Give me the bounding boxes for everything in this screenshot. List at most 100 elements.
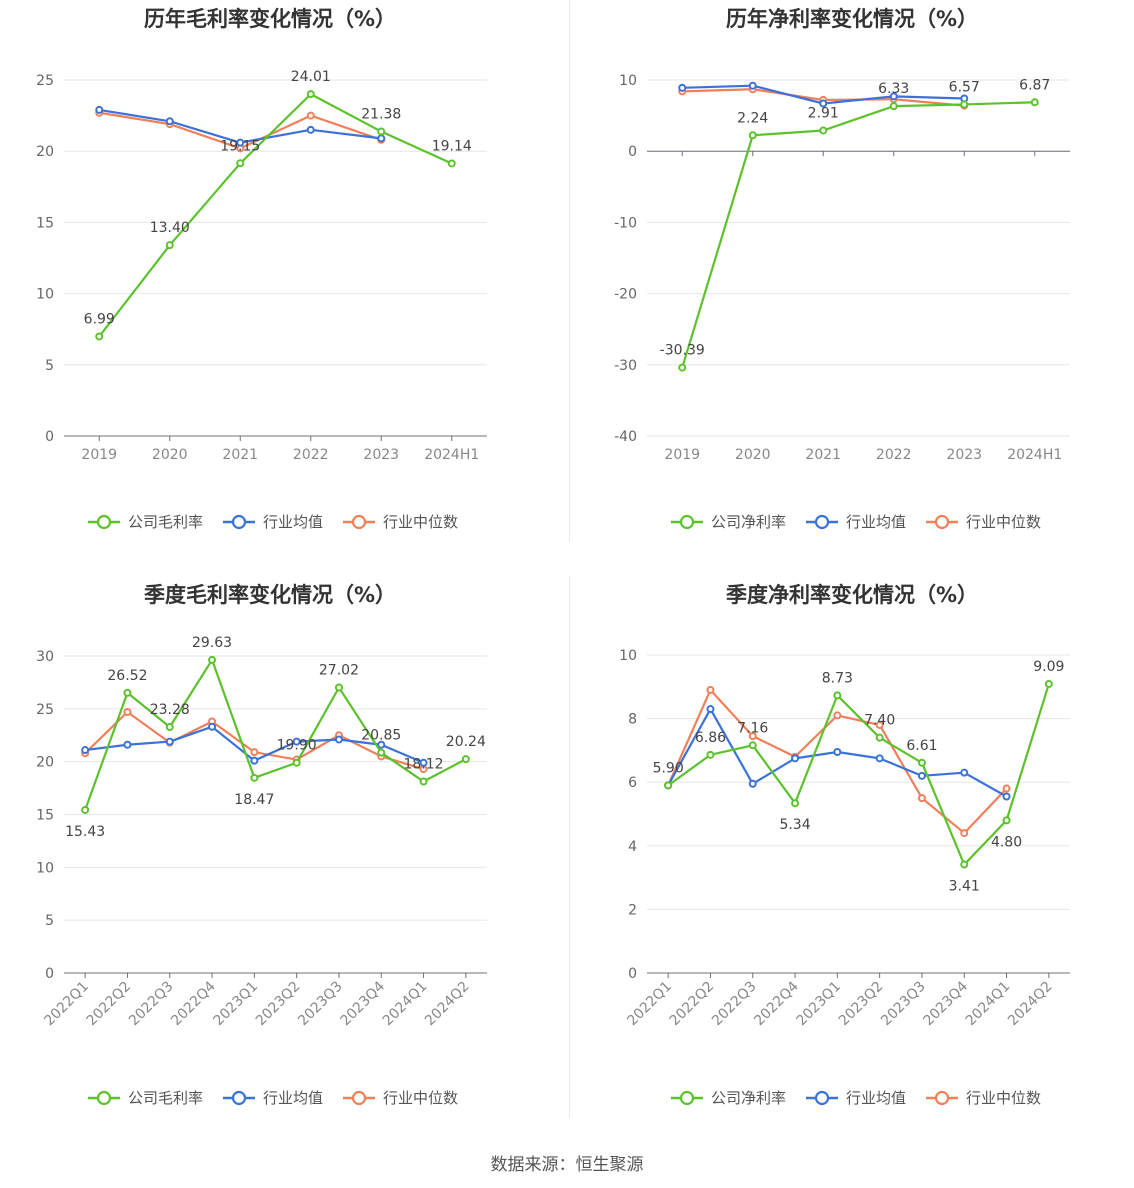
- data-point: [419, 758, 428, 767]
- data-point: [875, 733, 884, 742]
- y-tick-label: 0: [628, 144, 637, 160]
- x-tick-label: 2023: [363, 447, 399, 463]
- data-label: 4.80: [991, 834, 1022, 850]
- x-tick-label: 2023Q4: [920, 978, 971, 1029]
- y-tick-label: 8: [628, 712, 637, 728]
- data-label: 7.40: [864, 713, 895, 729]
- data-point: [833, 691, 842, 700]
- data-point: [306, 125, 315, 134]
- data-label: 2.91: [808, 105, 839, 121]
- legend-label: 公司净利率: [711, 513, 786, 531]
- data-point: [748, 741, 757, 750]
- legend-item: 公司毛利率: [88, 513, 203, 531]
- data-point: [1002, 792, 1011, 801]
- data-point: [306, 111, 315, 120]
- chart-3: 季度毛利率变化情况（%）0510152025302022Q12022Q22022…: [36, 583, 487, 1107]
- data-point: [678, 363, 687, 372]
- data-source: 数据来源：恒生聚源: [490, 1155, 644, 1175]
- data-point: [419, 777, 428, 786]
- data-point: [833, 711, 842, 720]
- data-point: [1002, 784, 1011, 793]
- data-point: [960, 829, 969, 838]
- legend-label: 公司净利率: [711, 1089, 786, 1107]
- x-tick-label: 2021: [805, 447, 841, 463]
- data-label: 3.41: [949, 879, 980, 895]
- data-point: [165, 117, 174, 126]
- legend-marker: [96, 514, 112, 530]
- data-point: [706, 705, 715, 714]
- x-tick-label: 2023Q2: [836, 979, 887, 1030]
- legend-marker: [814, 514, 830, 530]
- y-tick-label: 6: [628, 775, 637, 791]
- data-point: [306, 90, 315, 99]
- data-point: [165, 723, 174, 732]
- data-point: [123, 740, 132, 749]
- data-point: [461, 755, 470, 764]
- data-point: [250, 773, 259, 782]
- legend-marker: [96, 1090, 112, 1106]
- x-tick-label: 2023Q1: [794, 979, 845, 1030]
- data-point: [95, 332, 104, 341]
- legend-item: 行业中位数: [926, 1089, 1041, 1107]
- data-label: 20.85: [361, 728, 401, 744]
- data-label: 5.90: [653, 760, 684, 776]
- y-tick-label: 20: [36, 144, 54, 160]
- data-point: [81, 746, 90, 755]
- y-tick-label: 0: [45, 429, 54, 445]
- legend-label: 行业均值: [263, 513, 323, 531]
- y-tick-label: 30: [36, 649, 54, 665]
- data-point: [208, 722, 217, 731]
- data-label: 19.14: [432, 138, 472, 154]
- chart-1: 历年毛利率变化情况（%） 0 5 10 15 20 25 2019 2020 2021 2022 20…: [36, 7, 487, 531]
- data-point: [377, 748, 386, 757]
- y-tick-label: -30: [614, 358, 637, 374]
- data-point: [960, 768, 969, 777]
- vertical-divider-top: [569, 0, 570, 542]
- data-point: [377, 127, 386, 136]
- legend-item: 行业中位数: [343, 513, 458, 531]
- series-line-company: [681, 101, 1035, 368]
- data-point: [917, 771, 926, 780]
- y-tick-label: 0: [45, 966, 54, 982]
- y-tick-label: 15: [36, 808, 54, 824]
- data-point: [889, 92, 898, 101]
- data-label: 23.28: [150, 702, 190, 718]
- data-point: [960, 100, 969, 109]
- legend-item: 行业均值: [806, 513, 906, 531]
- x-tick-label: 2022Q1: [624, 979, 675, 1030]
- legend-label: 行业中位数: [383, 513, 458, 531]
- legend-label: 行业中位数: [383, 1089, 458, 1107]
- data-point: [1002, 816, 1011, 825]
- chart-title: 季度毛利率变化情况（%）: [144, 583, 396, 607]
- data-point: [334, 735, 343, 744]
- data-point: [819, 126, 828, 135]
- legend-item: 行业均值: [806, 1089, 906, 1107]
- data-point: [875, 754, 884, 763]
- chart-title: 历年毛利率变化情况（%）: [144, 7, 396, 31]
- chart-title: 历年净利率变化情况（%）: [726, 7, 978, 31]
- legend-item: 行业中位数: [343, 1089, 458, 1107]
- data-point: [748, 81, 757, 90]
- legend-marker: [679, 1090, 695, 1106]
- y-tick-label: 5: [45, 913, 54, 929]
- data-point: [678, 83, 687, 92]
- x-tick-label: 2020: [152, 447, 188, 463]
- x-tick-label: 2022Q2: [84, 979, 135, 1030]
- legend-label: 行业均值: [846, 1089, 906, 1107]
- legend-label: 公司毛利率: [128, 513, 203, 531]
- series-line-company: [98, 92, 453, 338]
- vertical-divider-bottom: [569, 576, 570, 1118]
- legend-marker: [231, 514, 247, 530]
- legend-item: 公司毛利率: [88, 1089, 203, 1107]
- data-point: [875, 720, 884, 729]
- y-tick-label: 10: [619, 648, 637, 664]
- data-point: [165, 737, 174, 746]
- data-point: [889, 102, 898, 111]
- data-point: [208, 655, 217, 664]
- data-point: [748, 779, 757, 788]
- data-point: [123, 708, 132, 717]
- x-tick-label: 2020: [735, 447, 771, 463]
- data-point: [334, 683, 343, 692]
- x-tick-label: 2023Q2: [253, 979, 304, 1030]
